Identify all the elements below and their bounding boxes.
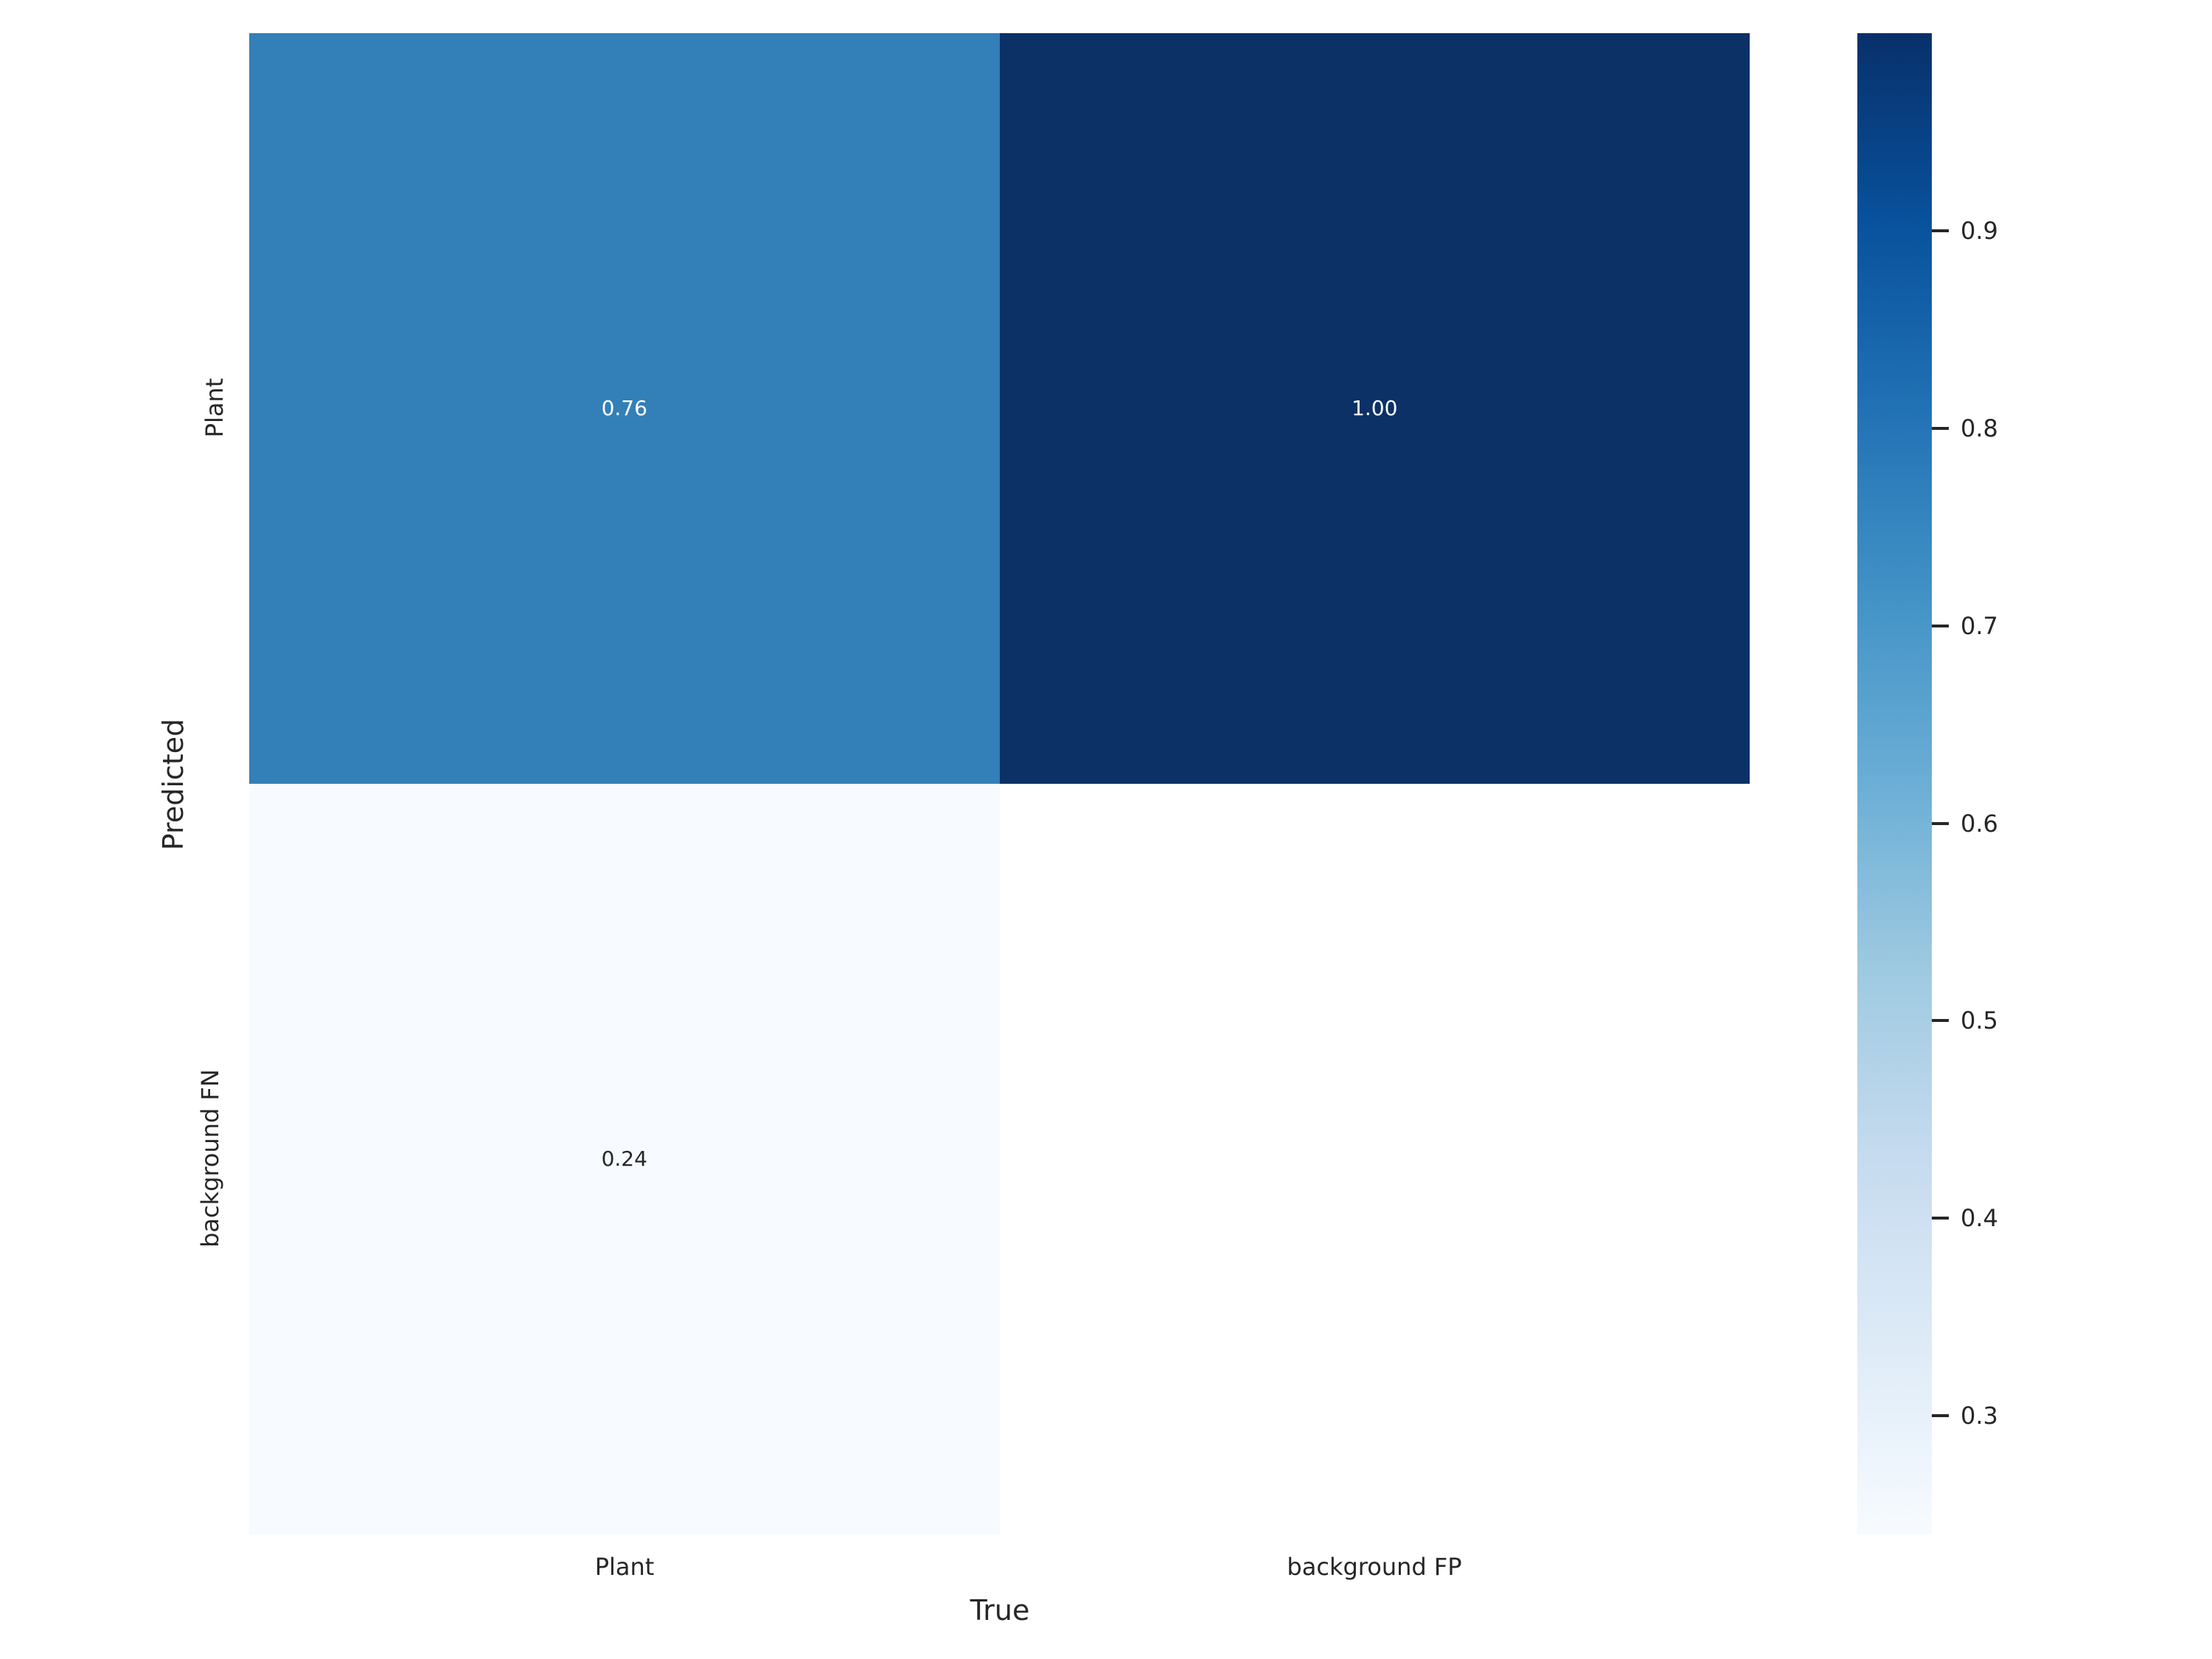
colorbar-tick-label: 0.4 bbox=[1961, 1204, 1998, 1233]
colorbar: 0.9 0.8 0.7 0.6 0.5 0.4 0.3 bbox=[1857, 33, 1998, 1534]
y-tick-background-fn: background FN bbox=[196, 1069, 224, 1248]
colorbar-tick-mark bbox=[1932, 229, 1949, 232]
heatmap-cell-r1c1 bbox=[999, 784, 1750, 1534]
colorbar-tick-label: 0.6 bbox=[1961, 809, 1998, 838]
colorbar-tick-label: 0.7 bbox=[1961, 611, 1998, 640]
colorbar-tick-label: 0.3 bbox=[1961, 1402, 1998, 1430]
cell-value: 0.76 bbox=[601, 396, 647, 420]
colorbar-tick-label: 0.8 bbox=[1961, 414, 1998, 442]
y-tick-plant: Plant bbox=[201, 378, 229, 438]
colorbar-tick-label: 0.5 bbox=[1961, 1006, 1998, 1035]
colorbar-tick-mark bbox=[1932, 624, 1949, 627]
cell-value: 1.00 bbox=[1352, 396, 1398, 420]
x-axis-label: True bbox=[970, 1594, 1030, 1627]
colorbar-tick-mark bbox=[1932, 821, 1949, 825]
cell-value: 0.24 bbox=[601, 1147, 647, 1171]
colorbar-tick-mark bbox=[1932, 1019, 1949, 1023]
colorbar-tick-mark bbox=[1932, 1414, 1949, 1418]
heatmap-grid: 0.76 1.00 0.24 bbox=[249, 33, 1750, 1534]
heatmap-cell-r0c0: 0.76 bbox=[249, 33, 1000, 784]
colorbar-tick-mark bbox=[1932, 426, 1949, 430]
x-tick-background-fp: background FP bbox=[1287, 1553, 1462, 1581]
x-tick-plant: Plant bbox=[594, 1553, 655, 1581]
colorbar-tick-label: 0.9 bbox=[1961, 216, 1998, 245]
y-axis-label: Predicted bbox=[157, 718, 189, 851]
colorbar-tick-mark bbox=[1932, 1217, 1949, 1220]
heatmap-cell-r1c0: 0.24 bbox=[249, 784, 1000, 1534]
heatmap-cell-r0c1: 1.00 bbox=[999, 33, 1750, 784]
